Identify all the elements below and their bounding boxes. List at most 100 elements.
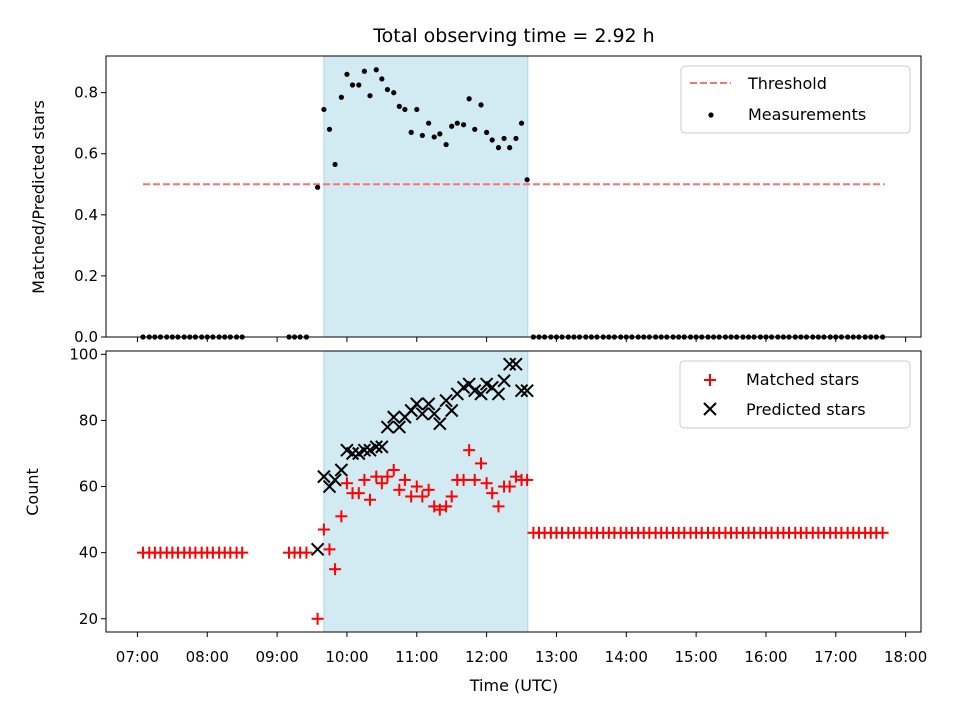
predicted-star-point (410, 397, 424, 411)
matched-star-point (300, 546, 313, 559)
top-y-ticks: 0.0 0.2 0.4 0.6 0.8 (74, 84, 106, 346)
predicted-star-point (369, 440, 383, 454)
matched-star-point (405, 490, 418, 503)
predicted-star-point (514, 383, 529, 398)
predicted-star-point (439, 393, 453, 408)
y-tick-label: 0.6 (74, 145, 98, 163)
matched-star-point (475, 457, 488, 470)
matched-star-point (486, 487, 499, 500)
predicted-star-point (468, 383, 482, 398)
predicted-star-point (310, 542, 325, 557)
measurement-point (518, 120, 525, 126)
measurement-point (454, 120, 460, 126)
matched-star-point (387, 464, 400, 477)
x-tick-label: 18:00 (884, 648, 927, 666)
matched-star-point (393, 483, 406, 496)
predicted-star-point (415, 407, 430, 421)
predicted-star-point (392, 420, 407, 434)
matched-star-point (416, 490, 429, 503)
measurement-point (449, 123, 455, 129)
top-axes-frame (105, 55, 922, 338)
matched-star-point (457, 473, 470, 486)
measurement-point (426, 120, 432, 126)
bottom-y-axis-label: Count (23, 468, 42, 516)
matched-star-point (323, 543, 336, 556)
x-tick-label: 14:00 (605, 648, 648, 666)
matched-star-point (503, 480, 516, 493)
predicted-star-point (421, 397, 436, 411)
matched-star-point (370, 470, 383, 483)
matched-star-point (433, 503, 446, 516)
measurement-point (332, 161, 338, 168)
x-tick-label: 09:00 (255, 648, 298, 666)
matched-star-point (363, 493, 376, 506)
matched-star-point (410, 480, 423, 493)
measurement-point (513, 135, 519, 142)
predicted-star-point (491, 387, 506, 401)
measurement-point (484, 129, 490, 135)
measurement-point (396, 103, 402, 109)
predicted-star-point (328, 473, 342, 487)
matched-star-point (463, 444, 476, 457)
measurement-point (460, 122, 467, 128)
measurement-point (478, 102, 484, 108)
measurement-point (338, 94, 344, 100)
x-tick-label: 16:00 (744, 648, 787, 666)
matched-star-point (445, 490, 458, 503)
y-tick-label: 100 (69, 345, 98, 363)
measurement-point (326, 126, 333, 132)
bottom-x-ticks: 07:00 08:00 09:00 10:00 11:00 12:00 13:00 14:00… (116, 632, 927, 666)
bottom-marks (137, 357, 889, 625)
measurement-point (315, 184, 321, 190)
predicted-legend-swatch (703, 402, 717, 416)
predicted-star-point (380, 420, 395, 434)
predicted-star-point (509, 357, 523, 371)
x-tick-label: 08:00 (186, 648, 229, 666)
matched-star-point (375, 477, 388, 490)
top-y-axis-label: Matched/Predicted stars (29, 100, 48, 294)
measurement-point (361, 68, 367, 74)
predicted-star-point (317, 469, 331, 484)
measurement-point (507, 145, 513, 151)
predicted-legend-label: Predicted stars (746, 400, 866, 419)
measurement-point (437, 131, 443, 137)
matched-legend-label: Matched stars (746, 370, 859, 389)
y-tick-label: 0.4 (74, 206, 98, 224)
measurement-point (524, 177, 530, 183)
measurement-point (373, 67, 379, 73)
y-tick-label: 40 (79, 544, 98, 562)
measurement-point (402, 106, 408, 113)
y-tick-label: 20 (79, 610, 98, 628)
top-x-ticks (136, 337, 907, 342)
measurement-point (414, 106, 420, 113)
threshold-legend-label: Threshold (747, 74, 827, 93)
x-tick-label: 15:00 (675, 648, 718, 666)
measurement-point (472, 126, 478, 132)
x-tick-label: 07:00 (116, 648, 159, 666)
matched-star-point (468, 473, 481, 486)
matched-star-point (335, 510, 348, 523)
measurement-point (408, 129, 414, 135)
predicted-star-point (427, 407, 441, 421)
predicted-star-point (357, 443, 372, 457)
predicted-star-point (387, 410, 401, 424)
measurement-point (379, 76, 385, 82)
y-tick-label: 60 (79, 478, 98, 496)
predicted-star-point (433, 417, 447, 431)
matched-star-point (492, 500, 505, 513)
matched-star-point (352, 487, 365, 500)
matched-star-point (422, 483, 435, 496)
measurement-point (495, 145, 502, 151)
matched-star-point (381, 470, 394, 483)
x-tick-label: 10:00 (325, 648, 368, 666)
measurement-point (344, 71, 350, 77)
measurement-point (321, 106, 327, 113)
y-tick-label: 0.0 (74, 328, 98, 346)
measurement-point (349, 82, 356, 88)
y-tick-label: 80 (79, 411, 98, 429)
x-axis-label: Time (UTC) (469, 676, 558, 695)
y-tick-label: 0.8 (74, 84, 98, 102)
bottom-legend: Matched stars Predicted stars (679, 360, 911, 429)
measurement-point (489, 137, 495, 143)
